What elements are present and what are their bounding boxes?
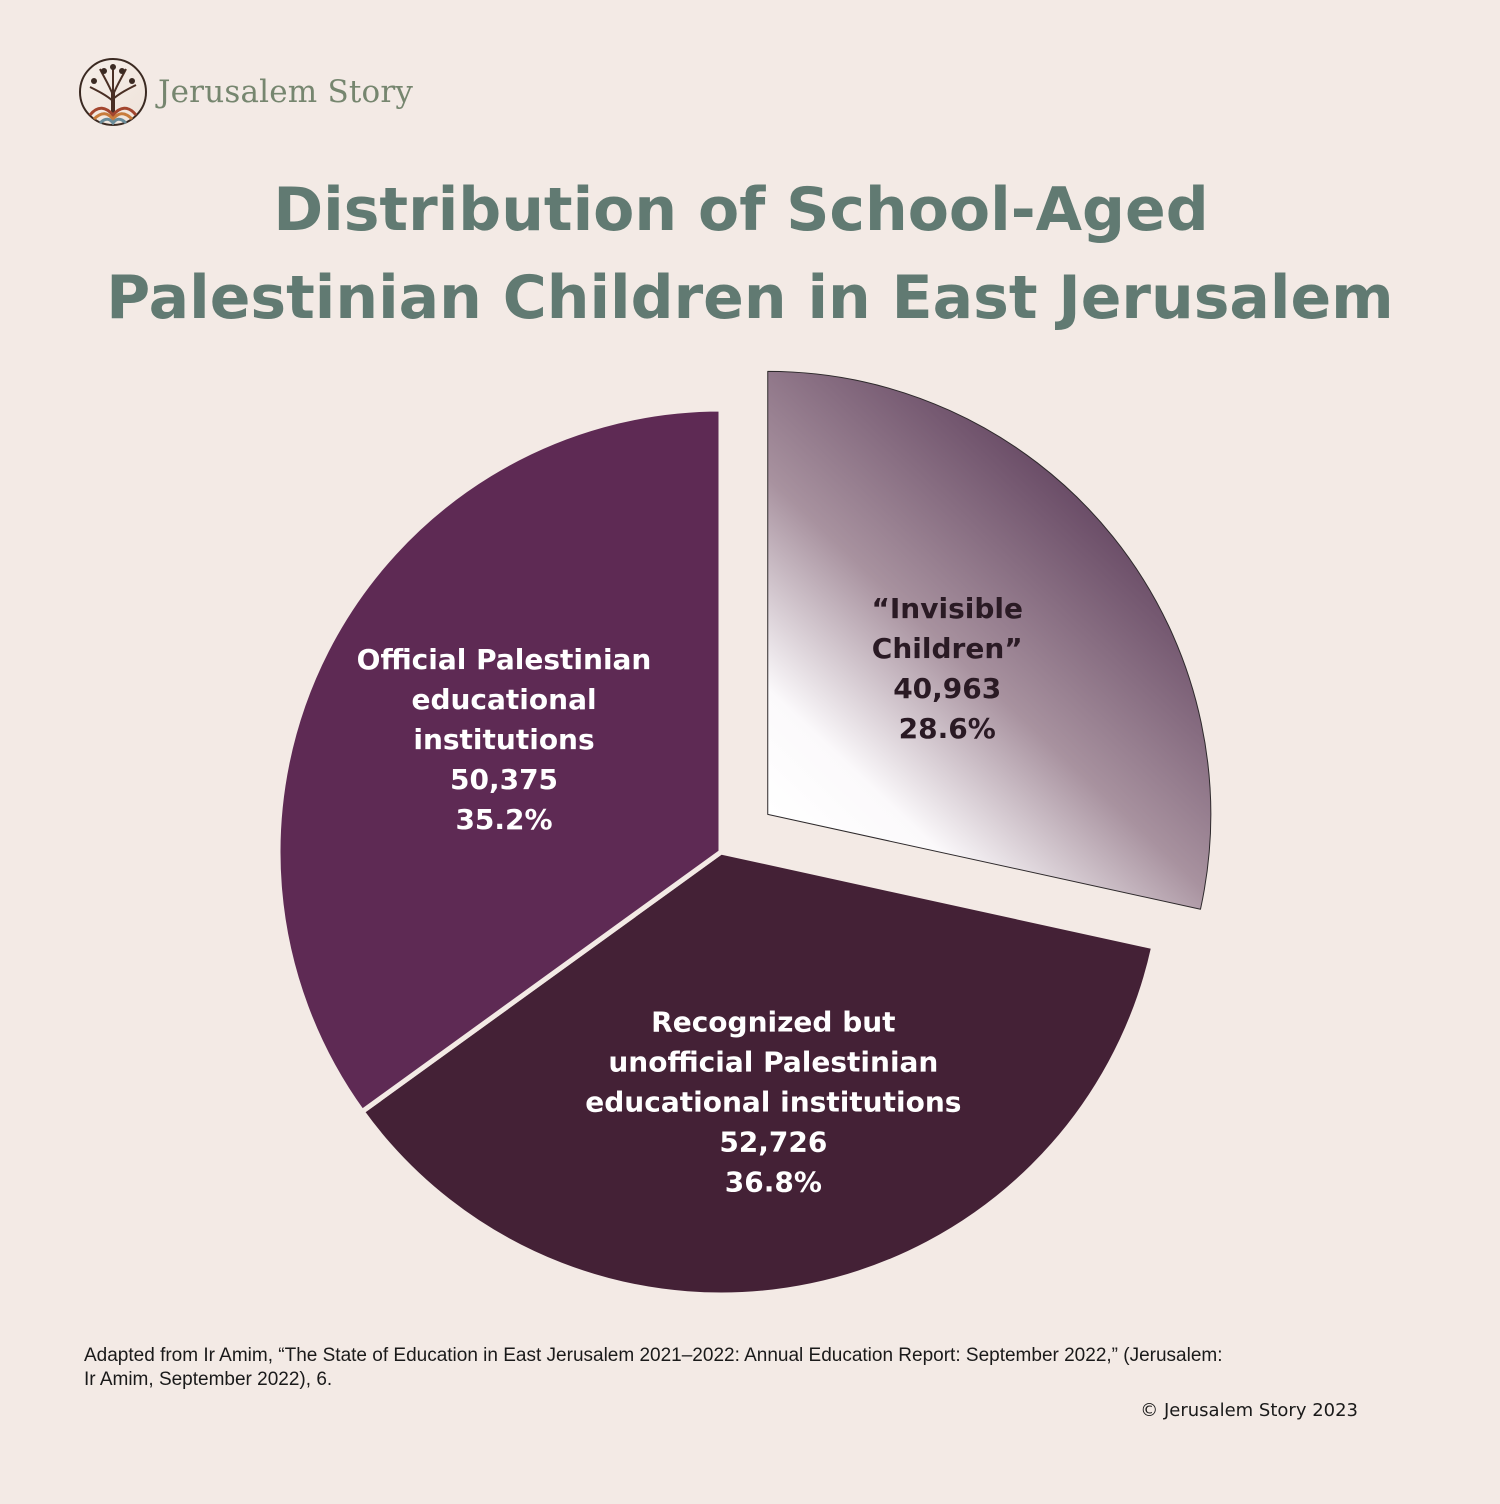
brand-name: Jerusalem Story xyxy=(158,74,414,110)
copyright-notice: © Jerusalem Story 2023 xyxy=(1140,1400,1358,1421)
slice-value-label: 50,375 xyxy=(450,763,558,796)
slice-percent-label: 36.8% xyxy=(725,1166,822,1199)
chart-title: Distribution of School-Aged Palestinian … xyxy=(0,166,1500,342)
slice-category-label: “Invisible xyxy=(871,592,1023,625)
slice-category-label: institutions xyxy=(413,723,594,756)
slice-category-label: unofficial Palestinian xyxy=(608,1046,938,1079)
slice-label-1: “Invisible Children” 40,963 28.6% xyxy=(871,592,1023,745)
source-note-line-2: Ir Amim, September 2022), 6. xyxy=(84,1369,333,1390)
slice-category-label: Official Palestinian xyxy=(357,643,652,676)
slice-label-3: Official Palestinian educational instituti… xyxy=(357,643,652,836)
pie-slice-1 xyxy=(767,370,1212,910)
slice-label-2: Recognized but unofficial Palestinian educ… xyxy=(585,1006,961,1199)
pie-slice-3 xyxy=(275,406,724,1115)
tree-of-life-icon xyxy=(79,58,147,126)
slice-value-label: 52,726 xyxy=(719,1126,827,1159)
pie-labels: “Invisible Children” 40,963 28.6% Recognized… xyxy=(357,592,1023,1199)
pie-slices xyxy=(275,370,1212,1298)
slice-percent-label: 28.6% xyxy=(899,712,996,745)
chart-title-line-2: Palestinian Children in East Jerusalem xyxy=(106,263,1394,333)
slice-category-label: educational xyxy=(411,683,596,716)
slice-category-label: educational institutions xyxy=(585,1086,961,1119)
slice-value-label: 40,963 xyxy=(893,672,1001,705)
chart-title-line-1: Distribution of School-Aged xyxy=(273,175,1209,245)
source-note: Adapted from Ir Amim, “The State of Educ… xyxy=(84,1344,1384,1392)
slice-category-label: Children” xyxy=(872,632,1023,665)
slice-percent-label: 35.2% xyxy=(455,803,552,836)
pie-slice-2 xyxy=(359,849,1157,1298)
brand-header: Jerusalem Story xyxy=(78,56,413,128)
slice-category-label: Recognized but xyxy=(651,1006,895,1039)
source-note-line-1: Adapted from Ir Amim, “The State of Educ… xyxy=(84,1345,1223,1366)
